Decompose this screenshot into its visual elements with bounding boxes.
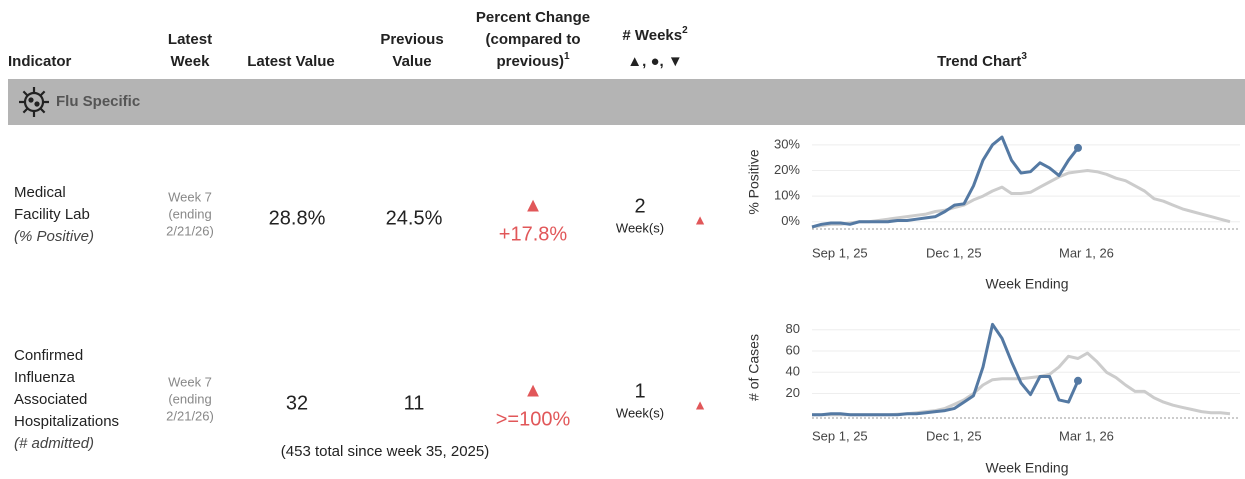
change-arrow: ▲	[523, 194, 543, 216]
header-percent-change: Percent Change	[476, 9, 590, 26]
percent-change: +17.8%	[499, 223, 568, 245]
indicator-name: Medical	[14, 184, 66, 201]
x-tick-label: Dec 1, 25	[926, 428, 982, 443]
x-tick-label: Dec 1, 25	[926, 245, 982, 260]
header-latest-value: Latest Value	[247, 53, 335, 70]
x-tick-label: Sep 1, 25	[812, 245, 868, 260]
x-axis-label: Week Ending	[985, 460, 1068, 476]
header-percent-change: previous)1	[496, 51, 570, 70]
y-tick-label: 0%	[781, 213, 800, 228]
y-axis-label: % Positive	[746, 149, 762, 215]
x-tick-label: Sep 1, 25	[812, 428, 868, 443]
trend-arrow: ▲	[693, 212, 707, 228]
header: Indicator Latest Week Latest Value Previ…	[8, 9, 1027, 70]
header-percent-change: (compared to	[485, 31, 580, 48]
indicator-unit: (% Positive)	[14, 228, 94, 245]
weeks-unit: Week(s)	[616, 405, 664, 420]
header-weeks-symbols: ▲, ●, ▼	[627, 53, 682, 70]
y-tick-label: 60	[786, 342, 800, 357]
weeks-count: 2	[634, 195, 645, 217]
latest-week: 2/21/26)	[166, 223, 214, 238]
indicator-unit: (# admitted)	[14, 435, 94, 452]
header-trend: Trend Chart3	[937, 51, 1027, 70]
header-weeks: # Weeks2	[622, 25, 688, 44]
indicator-name: Facility Lab	[14, 206, 90, 223]
indicator-name: Hospitalizations	[14, 413, 119, 430]
header-indicator: Indicator	[8, 53, 72, 70]
y-tick-label: 80	[786, 321, 800, 336]
header-latest-week: Latest	[168, 31, 212, 48]
change-arrow: ▲	[523, 379, 543, 401]
indicator-name: Associated	[14, 391, 87, 408]
previous-value: 11	[404, 392, 425, 414]
y-tick-label: 40	[786, 364, 800, 379]
latest-value: 28.8%	[269, 207, 326, 229]
series-line	[812, 322, 1080, 417]
section-bg	[8, 79, 1245, 125]
footnote-mark: 2	[682, 25, 688, 36]
latest-week: 2/21/26)	[166, 408, 214, 423]
weeks-unit: Week(s)	[616, 220, 664, 235]
latest-point	[1074, 376, 1082, 385]
indicator-name: Confirmed	[14, 347, 83, 364]
y-tick-label: 10%	[774, 188, 800, 203]
virus-icon	[19, 87, 49, 117]
x-tick-label: Mar 1, 26	[1059, 245, 1114, 260]
previous-value: 24.5%	[386, 207, 443, 229]
y-tick-label: 20%	[774, 162, 800, 177]
section-title: Flu Specific	[56, 93, 140, 110]
footnote-mark: 3	[1021, 51, 1027, 62]
trend-arrow: ▲	[693, 397, 707, 413]
row-note: (453 total since week 35, 2025)	[281, 443, 489, 460]
header-previous-value: Previous	[380, 31, 443, 48]
footnote-mark: 1	[564, 51, 570, 62]
y-tick-label: 20	[786, 385, 800, 400]
y-axis-label: # of Cases	[746, 334, 762, 401]
section-band: Flu Specific	[8, 79, 1245, 125]
latest-week: (ending	[168, 206, 211, 221]
latest-week: (ending	[168, 391, 211, 406]
header-text: Trend Chart	[937, 53, 1021, 70]
latest-week: Week 7	[168, 189, 212, 204]
header-latest-week: Week	[171, 53, 211, 70]
weeks-count: 1	[634, 380, 645, 402]
latest-point	[1074, 143, 1082, 152]
header-previous-value: Value	[392, 53, 431, 70]
latest-value: 32	[286, 392, 308, 414]
y-tick-label: 30%	[774, 136, 800, 151]
series-line	[811, 135, 1080, 229]
header-text: # Weeks	[622, 27, 682, 44]
x-tick-label: Mar 1, 26	[1059, 428, 1114, 443]
percent-change: >=100%	[496, 408, 571, 430]
indicator-name: Influenza	[14, 369, 76, 386]
x-axis-label: Week Ending	[985, 276, 1068, 292]
rows: Medical Facility Lab (% Positive) Week 7 (en…	[14, 184, 707, 460]
header-text: previous)	[496, 53, 564, 70]
series-line	[811, 169, 1231, 229]
latest-week: Week 7	[168, 374, 212, 389]
